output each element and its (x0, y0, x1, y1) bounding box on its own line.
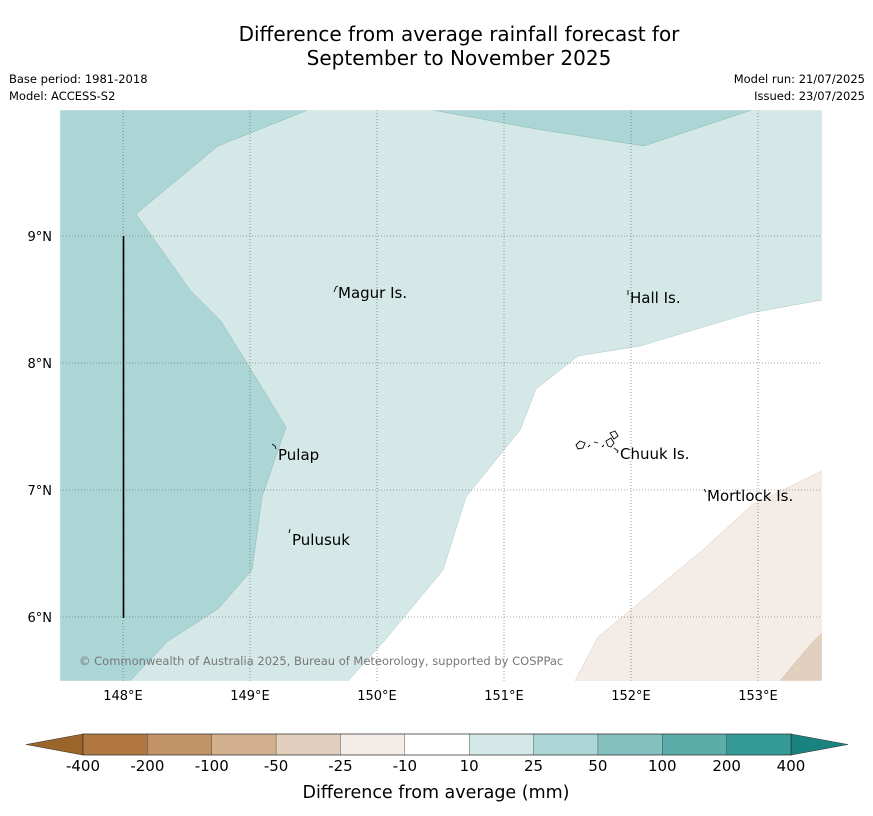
colorbar: -400 -200 -100 -50 -25 -10 10 25 50 100 200 400 Dif… (25, 733, 849, 803)
colorbar-tick-label: 50 (588, 757, 607, 775)
island-outlines (271, 285, 707, 534)
title-line-2: September to November 2025 (306, 46, 612, 70)
colorbar-under-arrow (25, 733, 84, 756)
meta-left: Base period: 1981-2018 Model: ACCESS-S2 (9, 71, 148, 105)
x-tick-label: 148°E (103, 689, 143, 704)
place-label-hall: Hall Is. (630, 289, 681, 307)
place-label-pulap: Pulap (278, 446, 319, 464)
colorbar-tick-label: -100 (195, 757, 229, 775)
colorbar-over-arrow (790, 733, 849, 756)
contour-25-50-west (60, 110, 309, 681)
colorbar-segment (275, 733, 342, 756)
colorbar-frame (82, 733, 792, 756)
map-frame (59, 109, 823, 682)
colorbar-tick-labels: -400 -200 -100 -50 -25 -10 10 25 50 100 200 400 (66, 757, 805, 775)
colorbar-segments (82, 733, 792, 756)
colorbar-segment (211, 733, 277, 756)
y-tick-label: 6°N (28, 611, 53, 626)
x-tick-label: 149°E (230, 689, 270, 704)
meta-right: Model run: 21/07/2025 Issued: 23/07/2025 (734, 71, 865, 105)
colorbar-segment (468, 733, 535, 756)
colorbar-segment (340, 733, 406, 756)
map-plot-area (60, 110, 822, 681)
colorbar-segment (726, 733, 792, 756)
mortlock-island-shape (703, 488, 707, 493)
colorbar-segment (597, 733, 663, 756)
model-run-text: Model run: 21/07/2025 (733, 72, 865, 86)
colorbar-segment (147, 733, 213, 756)
place-label-pulusuk: Pulusuk (292, 531, 350, 549)
contour-25-50-north (431, 110, 753, 147)
colorbar-tick-label: 25 (524, 757, 543, 775)
pulusuk-island-shape (288, 528, 291, 534)
colorbar-tick-label: -10 (393, 757, 418, 775)
contour-neg50-neg25 (779, 632, 822, 681)
colorbar-tick-label: 400 (777, 757, 806, 775)
colorbar-title: Difference from average (mm) (302, 783, 569, 803)
colorbar-tick-label: -200 (130, 757, 164, 775)
issued-text: Issued: 23/07/2025 (754, 89, 865, 103)
colorbar-tick-label: 10 (460, 757, 479, 775)
colorbar-tick-label: -25 (328, 757, 353, 775)
place-labels: Magur Is. Hall Is. Pulap Chuuk Is. Mortl… (278, 284, 793, 549)
colorbar-tick-label: 200 (712, 757, 741, 775)
model-text: Model: ACCESS-S2 (9, 89, 116, 103)
y-tick-label: 9°N (28, 230, 53, 245)
place-label-mortlock: Mortlock Is. (707, 487, 793, 505)
x-tick-label: 153°E (738, 689, 778, 704)
colorbar-tick-label: -400 (66, 757, 100, 775)
title-line-1: Difference from average rainfall forecas… (238, 22, 680, 46)
x-tick-label: 151°E (484, 689, 524, 704)
chuuk-island-shapes (575, 430, 619, 454)
place-label-magur: Magur Is. (338, 284, 407, 302)
base-period-text: Base period: 1981-2018 (9, 72, 148, 86)
colorbar-tick-label: 100 (648, 757, 677, 775)
colorbar-segment (533, 733, 599, 756)
y-tick-label: 7°N (28, 484, 53, 499)
place-label-chuuk: Chuuk Is. (620, 445, 689, 463)
gridlines (60, 110, 822, 681)
x-tick-label: 152°E (611, 689, 651, 704)
x-tick-label: 150°E (357, 689, 397, 704)
copyright-notice: © Commonwealth of Australia 2025, Bureau… (79, 654, 563, 668)
map-title: Difference from average rainfall forecas… (0, 22, 873, 70)
colorbar-segment (404, 733, 470, 756)
y-tick-label: 8°N (28, 357, 53, 372)
colorbar-tick-label: -50 (264, 757, 289, 775)
magur-island-shape (333, 285, 339, 293)
pulap-island-shape (271, 443, 277, 450)
y-axis-labels: 9°N 8°N 7°N 6°N (28, 230, 53, 626)
x-axis-labels: 148°E 149°E 150°E 151°E 152°E 153°E (103, 689, 778, 704)
contour-neg25-neg10 (574, 470, 822, 681)
colorbar-segment (82, 733, 149, 756)
colorbar-segment (662, 733, 728, 756)
